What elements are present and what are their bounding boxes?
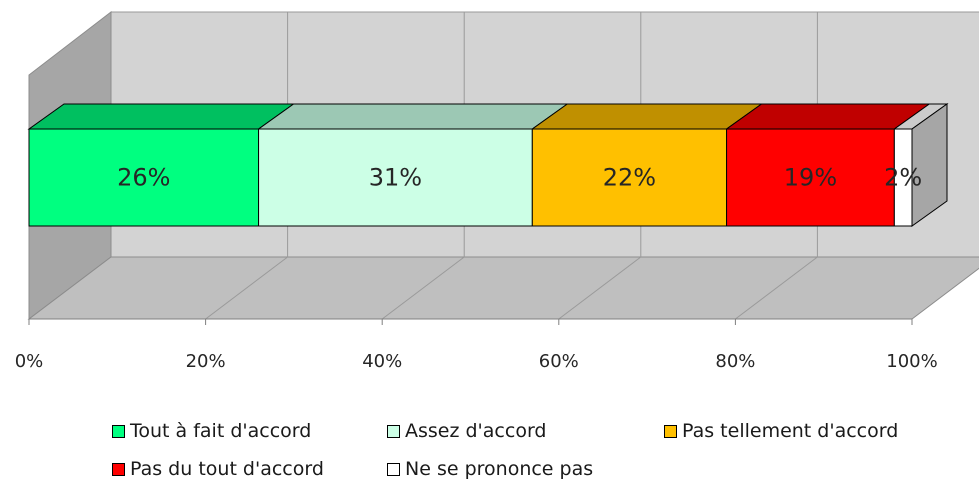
x-tick-label: 100% — [886, 351, 937, 372]
legend-item: Tout à fait d'accord — [112, 420, 311, 442]
data-label: 22% — [603, 164, 656, 192]
bar-top-face — [27, 103, 296, 130]
x-tick-label: 0% — [15, 351, 44, 372]
bar-side-face — [911, 103, 948, 227]
legend-label: Assez d'accord — [405, 420, 547, 442]
legend-item: Assez d'accord — [387, 420, 546, 442]
gridline-floor — [558, 256, 642, 320]
legend-label: Ne se prononce pas — [405, 458, 594, 480]
legend-swatch — [664, 424, 677, 438]
data-label: 2% — [884, 164, 922, 192]
legend-swatch — [112, 462, 125, 476]
x-tick-label: 60% — [539, 351, 579, 372]
floor — [27, 256, 979, 320]
legend-label: Pas tellement d'accord — [682, 420, 899, 442]
legend-label: Tout à fait d'accord — [130, 420, 312, 442]
x-tick-label: 40% — [362, 351, 402, 372]
data-label: 26% — [117, 164, 170, 192]
bar-segment — [726, 128, 895, 227]
x-tick-label: 80% — [715, 351, 755, 372]
gridline-floor — [381, 256, 465, 320]
legend-swatch — [387, 462, 400, 476]
legend-swatch — [112, 424, 125, 438]
data-label: 31% — [369, 164, 422, 192]
bar-top-face — [257, 103, 569, 130]
data-label: 19% — [784, 164, 837, 192]
legend-label: Pas du tout d'accord — [130, 458, 324, 480]
legend-item: Pas du tout d'accord — [112, 458, 324, 480]
legend: Tout à fait d'accord Assez d'accord Pas te… — [0, 410, 979, 492]
bar-segments: 26% 31% 22% 19% 2% — [27, 103, 949, 227]
bar-segment — [531, 128, 728, 227]
bar-segment — [28, 128, 260, 227]
x-tick-label: 20% — [186, 351, 226, 372]
gridline-floor — [205, 256, 288, 320]
legend-swatch — [387, 424, 400, 438]
legend-item: Pas tellement d'accord — [664, 420, 898, 442]
gridline-floor — [735, 256, 818, 320]
x-axis: 0% 20% 40% 60% 80% 100% — [15, 318, 938, 372]
bar-top-face — [530, 103, 764, 130]
legend-item: Ne se prononce pas — [387, 458, 593, 480]
bar-segment — [258, 128, 533, 227]
